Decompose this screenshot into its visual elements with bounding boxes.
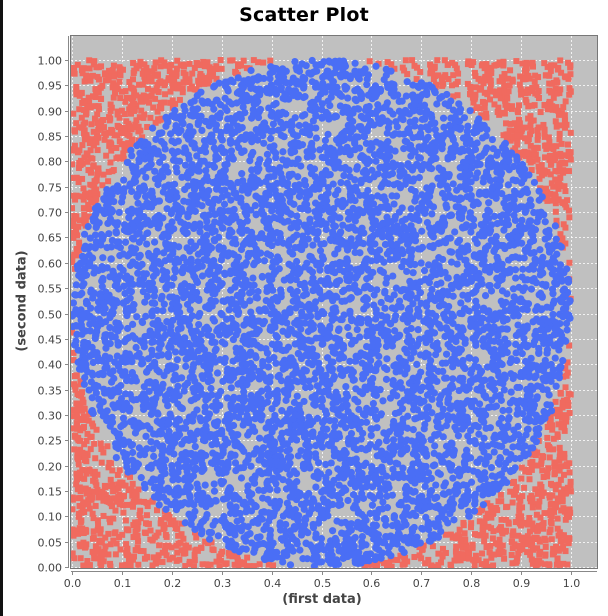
- y-tick-label: 0.50: [38, 309, 63, 322]
- x-tick-label: 1.0: [563, 577, 581, 590]
- y-tick-label: 0.95: [38, 80, 63, 93]
- x-tick-label: 0.1: [114, 577, 132, 590]
- data-points: [71, 56, 574, 568]
- x-tick-label: 0.0: [64, 577, 82, 590]
- y-tick-label: 0.65: [38, 232, 63, 245]
- x-tick-label: 0.2: [164, 577, 182, 590]
- window-left-edge: [0, 0, 3, 616]
- plot-border: [70, 35, 598, 569]
- y-tick-label: 0.85: [38, 131, 63, 144]
- y-tick-label: 0.30: [38, 410, 63, 423]
- y-tick-label: 0.75: [38, 182, 63, 195]
- y-tick-label: 0.05: [38, 537, 63, 550]
- x-tick-label: 0.6: [363, 577, 381, 590]
- x-tick-label: 0.9: [513, 577, 531, 590]
- y-tick-label: 0.70: [38, 207, 63, 220]
- y-tick-label: 0.00: [38, 562, 63, 575]
- x-tick-label: 0.7: [413, 577, 431, 590]
- y-tick-label: 0.20: [38, 461, 63, 474]
- y-tick-label: 0.80: [38, 156, 63, 169]
- chart-title: Scatter Plot: [239, 4, 369, 26]
- x-tick-label: 0.8: [463, 577, 481, 590]
- y-axis-ticks: 0.00 0.05 0.10 0.15 0.20 0.25 0.30 0.35 0.40 0.45…: [38, 55, 68, 575]
- y-tick-label: 0.40: [38, 359, 63, 372]
- x-tick-label: 0.5: [314, 577, 332, 590]
- y-tick-label: 0.35: [38, 385, 63, 398]
- series-inside-circle: [71, 56, 574, 568]
- y-tick-label: 0.25: [38, 435, 63, 448]
- x-tick-label: 0.4: [264, 577, 282, 590]
- y-tick-label: 0.60: [38, 258, 63, 271]
- x-axis-label: (first data): [282, 592, 362, 607]
- y-tick-label: 0.15: [38, 486, 63, 499]
- x-tick-label: 0.3: [214, 577, 232, 590]
- y-tick-label: 0.45: [38, 334, 63, 347]
- y-tick-label: 0.10: [38, 511, 63, 524]
- y-tick-label: 1.00: [38, 55, 63, 68]
- y-tick-label: 0.55: [38, 283, 63, 296]
- y-tick-label: 0.90: [38, 106, 63, 119]
- x-axis-ticks: 0.0 0.1 0.2 0.3 0.4 0.5 0.6 0.7 0.8 0.9 1.0: [64, 572, 581, 590]
